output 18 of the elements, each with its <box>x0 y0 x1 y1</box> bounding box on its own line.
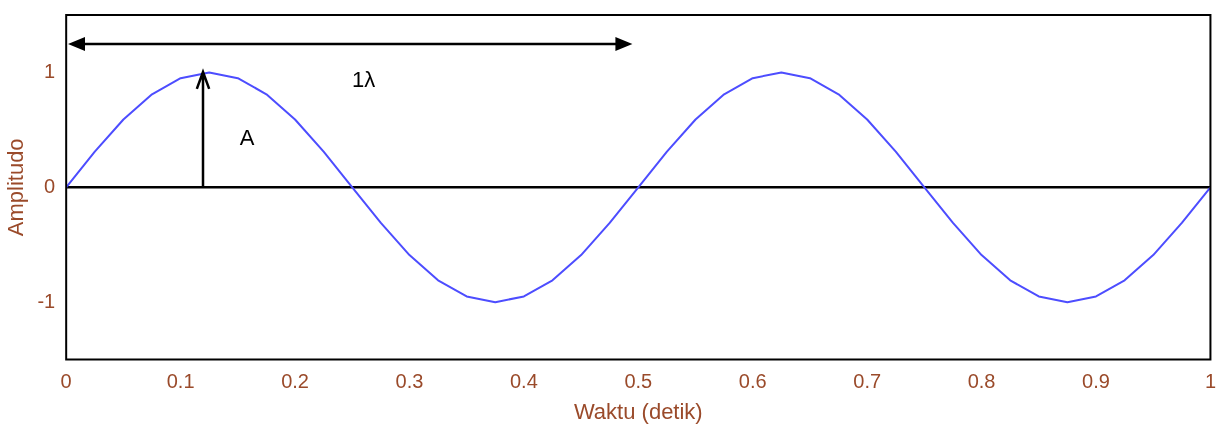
x-tick-label: 0.6 <box>738 370 767 393</box>
y-tick-label: -1 <box>37 289 56 312</box>
x-tick-label: 0.9 <box>1082 370 1110 393</box>
x-tick-label: 0.8 <box>967 370 996 393</box>
annotation: A <box>239 125 255 151</box>
y-tick-label: 0 <box>44 174 56 197</box>
x-tick-label: 0.3 <box>395 370 424 393</box>
y-axis-title: Amplitudo <box>3 138 29 237</box>
annotation: 1λ <box>352 66 376 92</box>
x-tick-label: 0.7 <box>853 370 882 393</box>
x-tick-label: 0.2 <box>281 370 309 393</box>
x-tick-label: 0.5 <box>624 370 653 393</box>
x-tick-label: 1 <box>1204 370 1216 393</box>
x-tick-label: 0 <box>60 370 72 393</box>
x-tick-label: 0.4 <box>509 370 538 393</box>
x-tick-label: 0.1 <box>166 370 195 393</box>
x-axis-title: Waktu (detik) <box>573 398 703 424</box>
y-tick-label: 1 <box>44 59 56 82</box>
